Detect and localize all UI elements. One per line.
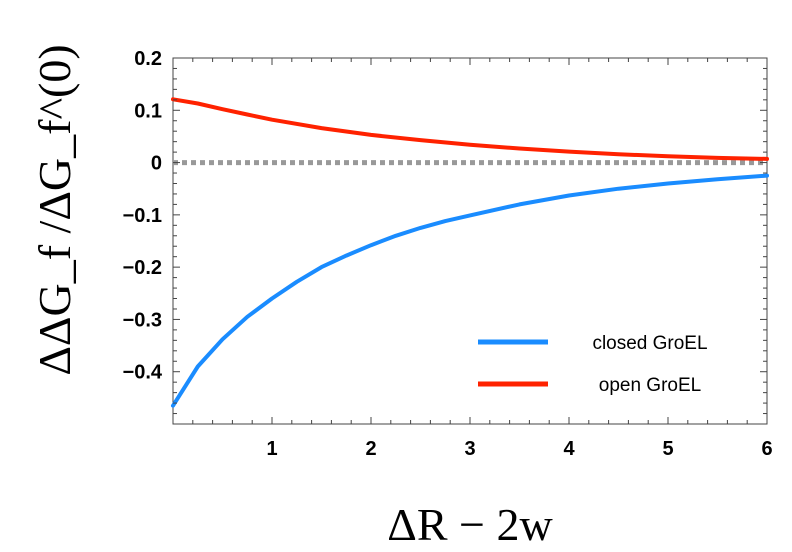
x-tick-label: 6	[761, 438, 772, 460]
tick-layer: 1 2 3 4 5 6 0.2 0.1 0 −0.1 −0.2 −0.3 −0.4	[123, 48, 773, 460]
x-tick-label: 4	[563, 438, 575, 460]
y-tick-label: −0.1	[123, 205, 162, 227]
x-axis-title: ΔR − 2w	[387, 499, 553, 550]
y-tick-label: −0.2	[123, 257, 162, 279]
legend-label: open GroEL	[599, 375, 701, 396]
y-axis-title: ΔΔG_f /ΔG_f^(0)	[29, 44, 80, 375]
x-tick-label: 2	[365, 438, 376, 460]
x-tick-label: 1	[266, 438, 277, 460]
legend: closed GroEL open GroEL	[478, 333, 708, 396]
y-tick-label: 0.1	[134, 100, 162, 122]
series-line-closed-groel	[171, 173, 769, 408]
legend-label: closed GroEL	[592, 333, 707, 354]
series-layer	[171, 97, 769, 408]
y-tick-label: 0	[151, 153, 162, 175]
x-tick-label: 3	[464, 438, 475, 460]
y-tick-label: −0.4	[123, 362, 163, 384]
series-line-open-groel	[171, 97, 769, 161]
y-tick-label: −0.3	[123, 309, 162, 331]
x-tick-label: 5	[662, 438, 673, 460]
y-tick-label: 0.2	[134, 48, 162, 70]
